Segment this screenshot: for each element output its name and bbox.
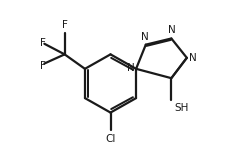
Text: F: F <box>40 61 46 71</box>
Text: F: F <box>62 20 67 30</box>
Text: N: N <box>127 64 135 73</box>
Text: F: F <box>40 38 46 48</box>
Text: SH: SH <box>173 103 188 113</box>
Text: N: N <box>167 25 175 35</box>
Text: N: N <box>141 32 148 42</box>
Text: N: N <box>188 53 196 63</box>
Text: Cl: Cl <box>105 134 115 144</box>
